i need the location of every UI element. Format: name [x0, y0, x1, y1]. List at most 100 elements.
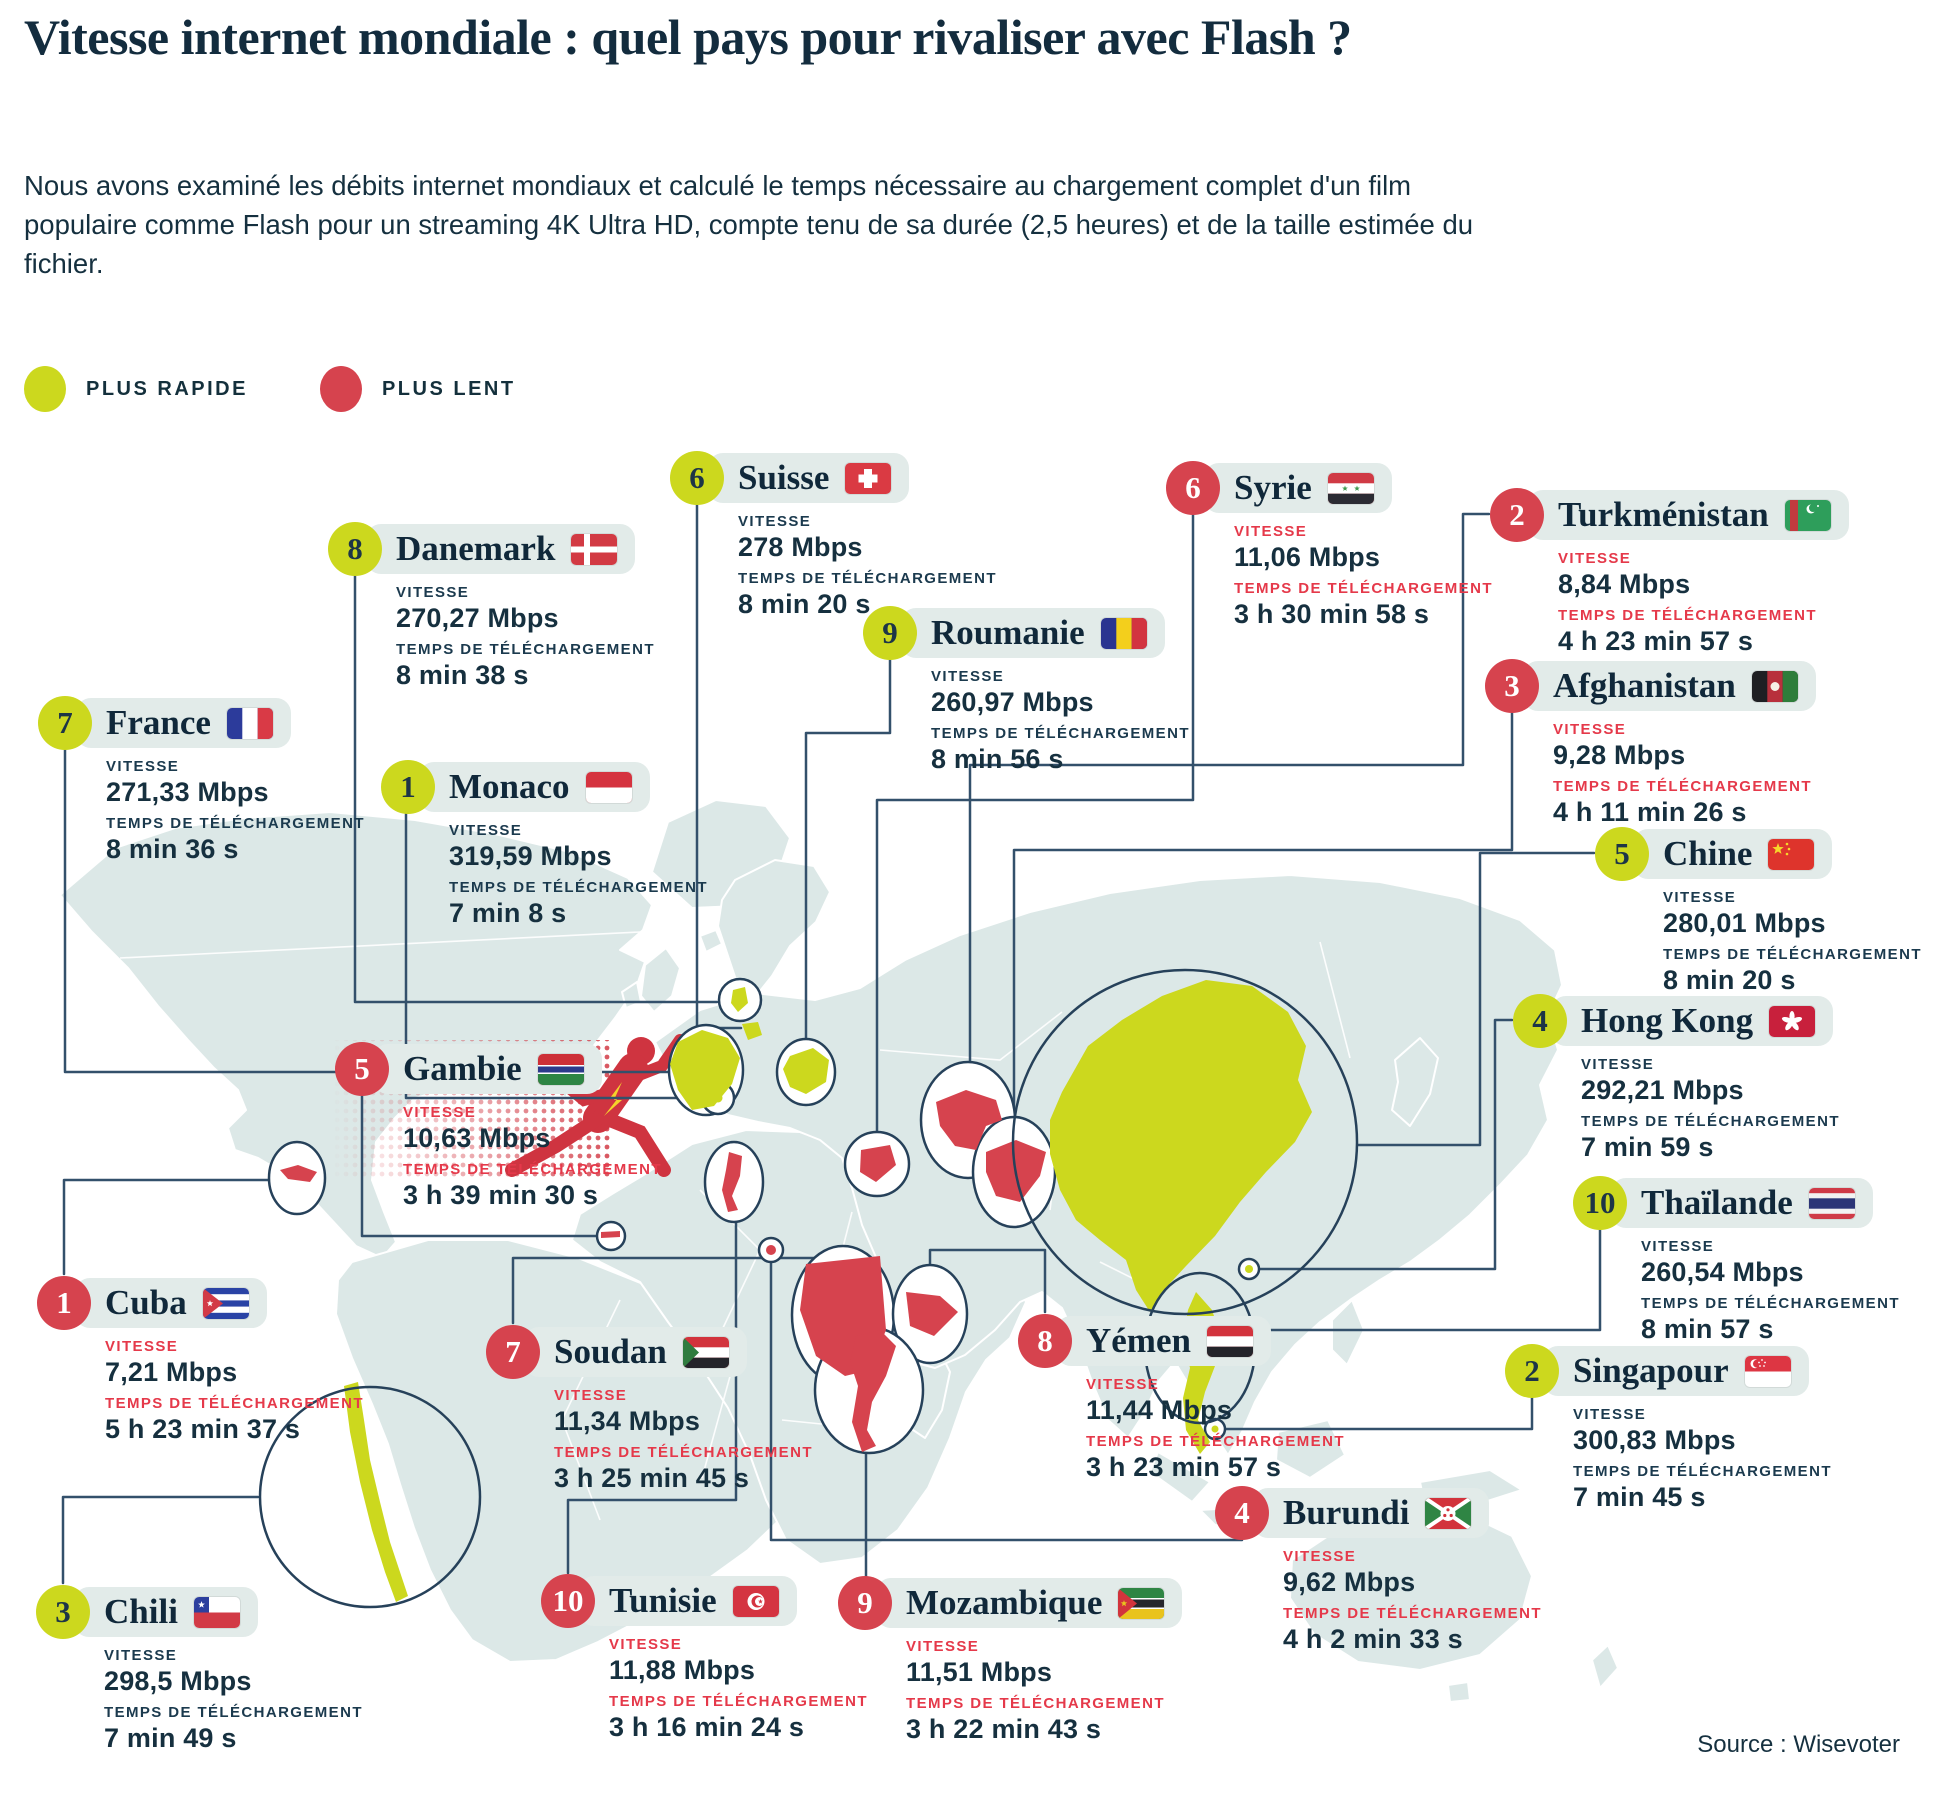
island-philippines — [1331, 1299, 1365, 1366]
download-time-label: TEMPS DE TÉLÉCHARGEMENT — [1234, 580, 1493, 597]
download-time-label: TEMPS DE TÉLÉCHARGEMENT — [106, 815, 365, 832]
callout-chine: 5 Chine VITESSE 280,01 Mbps TEMPS DE TÉL… — [1595, 827, 1922, 997]
country-pill: Hong Kong — [1551, 996, 1834, 1046]
shape-suisse — [742, 1022, 762, 1040]
time-value: 3 h 30 min 58 s — [1234, 599, 1430, 629]
country-stats: VITESSE 9,28 Mbps TEMPS DE TÉLÉCHARGEMEN… — [1553, 721, 1816, 829]
country-pill: Mozambique — [876, 1578, 1183, 1628]
island-sumatra — [1149, 1451, 1211, 1503]
shape-monaco — [713, 1093, 723, 1103]
country-stats: VITESSE 260,97 Mbps TEMPS DE TÉLÉCHARGEM… — [931, 668, 1190, 776]
rank-badge: 1 — [37, 1276, 91, 1330]
country-pill: Gambie — [373, 1044, 602, 1094]
rank-badge: 7 — [38, 696, 92, 750]
time-value: 8 min 57 s — [1641, 1314, 1774, 1344]
speed-value: 300,83 Mbps — [1573, 1425, 1736, 1455]
country-stats: VITESSE 10,63 Mbps TEMPS DE TÉLÉCHARGEME… — [403, 1104, 662, 1212]
download-time-label: TEMPS DE TÉLÉCHARGEMENT — [1553, 778, 1812, 795]
flag-roumanie-icon — [1100, 617, 1147, 649]
callout-turkmenistan: 2 Turkménistan VITESSE 8,84 Mbps TEMPS D… — [1490, 488, 1849, 658]
line-chili — [61, 1495, 260, 1585]
callout-pill-row: 9 Roumanie — [863, 606, 1190, 660]
time-value: 4 h 11 min 26 s — [1553, 797, 1747, 827]
speed-value: 260,54 Mbps — [1641, 1257, 1804, 1287]
line-yemen — [928, 1248, 1047, 1314]
country-stats: VITESSE 9,62 Mbps TEMPS DE TÉLÉCHARGEMEN… — [1283, 1548, 1542, 1656]
speed-value: 11,51 Mbps — [906, 1657, 1053, 1687]
rank-badge: 3 — [1485, 659, 1539, 713]
time-value: 8 min 36 s — [106, 834, 239, 864]
country-name: Roumanie — [931, 613, 1085, 652]
callout-soudan: 7 Soudan VITESSE 11,34 Mbps TEMPS DE TÉL… — [486, 1325, 813, 1495]
ring-chili — [258, 1385, 482, 1609]
shape-yemen — [906, 1292, 958, 1336]
island-japan — [1391, 1037, 1439, 1127]
rank-badge: 6 — [670, 451, 724, 505]
download-time-label: TEMPS DE TÉLÉCHARGEMENT — [104, 1704, 363, 1721]
callout-cuba: 1 Cuba VITESSE 7,21 Mbps TEMPS DE TÉLÉCH… — [37, 1276, 364, 1446]
page-title: Vitesse internet mondiale : quel pays po… — [24, 9, 1352, 65]
line-danemark — [353, 574, 719, 1004]
speed-label: VITESSE — [1558, 550, 1632, 567]
time-value: 8 min 38 s — [396, 660, 529, 690]
country-name: Singapour — [1573, 1351, 1729, 1390]
country-stats: VITESSE 7,21 Mbps TEMPS DE TÉLÉCHARGEMEN… — [105, 1338, 364, 1446]
callout-pill-row: 10 Thaïlande — [1573, 1176, 1900, 1230]
flag-gambie-icon — [537, 1053, 584, 1085]
country-stats: VITESSE 11,34 Mbps TEMPS DE TÉLÉCHARGEME… — [554, 1387, 813, 1495]
time-value: 3 h 39 min 30 s — [403, 1180, 599, 1210]
callout-pill-row: 9 Mozambique — [838, 1576, 1183, 1630]
time-value: 3 h 22 min 43 s — [906, 1714, 1102, 1744]
callout-chili: 3 Chili VITESSE 298,5 Mbps TEMPS DE TÉLÉ… — [36, 1585, 363, 1755]
rank-badge: 8 — [1018, 1314, 1072, 1368]
flag-monaco-icon — [585, 771, 632, 803]
flag-afghanistan-icon — [1751, 670, 1798, 702]
time-value: 7 min 49 s — [104, 1723, 237, 1753]
speed-value: 260,97 Mbps — [931, 687, 1094, 717]
download-time-label: TEMPS DE TÉLÉCHARGEMENT — [1663, 946, 1922, 963]
callout-pill-row: 4 Burundi — [1215, 1486, 1542, 1540]
callout-pill-row: 4 Hong Kong — [1513, 994, 1840, 1048]
speed-value: 9,28 Mbps — [1553, 740, 1686, 770]
country-name: Soudan — [554, 1332, 667, 1371]
speed-value: 9,62 Mbps — [1283, 1567, 1416, 1597]
flag-syrie-icon — [1327, 472, 1374, 504]
rank-badge: 2 — [1490, 488, 1544, 542]
region-scandinavia — [717, 859, 831, 997]
callout-pill-row: 1 Monaco — [381, 760, 708, 814]
island-tasmania — [1447, 1681, 1471, 1703]
country-name: Afghanistan — [1553, 666, 1736, 705]
country-pill: Tunisie — [579, 1576, 797, 1626]
country-pill: Soudan — [524, 1327, 747, 1377]
country-pill: Syrie — [1204, 463, 1392, 513]
speed-value: 11,06 Mbps — [1234, 542, 1381, 572]
shape-hong-kong — [1245, 1265, 1253, 1273]
line-thailande — [1252, 1228, 1602, 1332]
callout-monaco: 1 Monaco VITESSE 319,59 Mbps TEMPS DE TÉ… — [381, 760, 708, 930]
callout-pill-row: 8 Danemark — [328, 522, 655, 576]
country-pill: Chine — [1633, 829, 1833, 879]
rank-badge: 2 — [1505, 1344, 1559, 1398]
line-hong-kong — [1238, 1018, 1514, 1271]
callout-pill-row: 5 Chine — [1595, 827, 1922, 881]
rank-badge: 4 — [1513, 994, 1567, 1048]
callout-afghanistan: 3 Afghanistan VITESSE 9,28 Mbps TEMPS DE… — [1485, 659, 1816, 829]
speed-label: VITESSE — [104, 1647, 178, 1664]
speed-value: 11,44 Mbps — [1086, 1395, 1233, 1425]
faster-dot-icon — [24, 366, 66, 412]
shape-mozambique — [850, 1330, 896, 1452]
time-value: 7 min 8 s — [449, 898, 567, 928]
rank-badge: 10 — [1573, 1176, 1627, 1230]
shape-chine — [1050, 980, 1312, 1312]
line-turkmenistan — [968, 512, 1491, 1063]
page-intro: Nous avons examiné les débits internet m… — [24, 170, 1474, 280]
country-stats: VITESSE 11,06 Mbps TEMPS DE TÉLÉCHARGEME… — [1234, 523, 1493, 631]
rank-badge: 4 — [1215, 1486, 1269, 1540]
speed-label: VITESSE — [1581, 1056, 1655, 1073]
speed-label: VITESSE — [1663, 889, 1737, 906]
shape-singapour — [1211, 1425, 1219, 1433]
country-stats: VITESSE 319,59 Mbps TEMPS DE TÉLÉCHARGEM… — [449, 822, 708, 930]
country-stats: VITESSE 300,83 Mbps TEMPS DE TÉLÉCHARGEM… — [1573, 1406, 1832, 1514]
callout-pill-row: 1 Cuba — [37, 1276, 364, 1330]
speed-value: 270,27 Mbps — [396, 603, 559, 633]
